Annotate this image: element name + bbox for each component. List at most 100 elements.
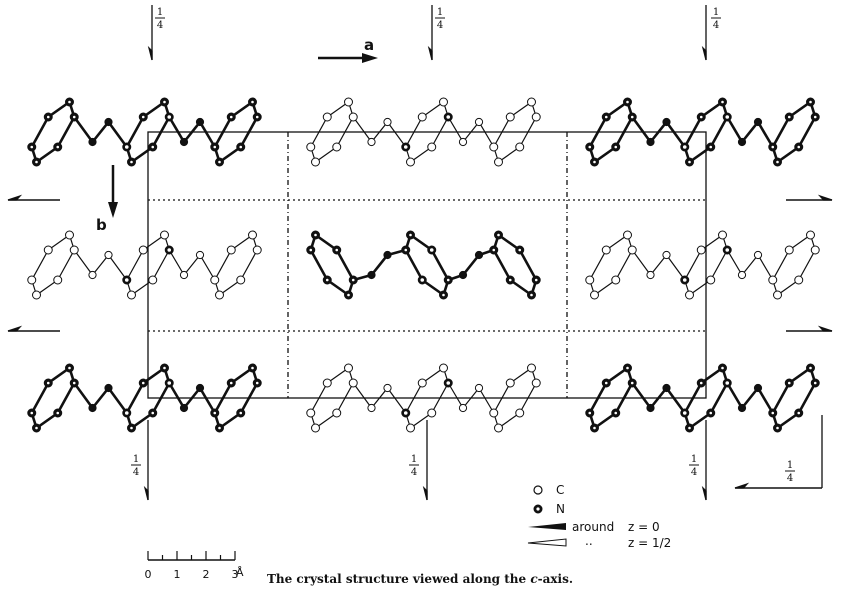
atom-highlight <box>813 248 817 252</box>
atom-highlight <box>721 366 724 370</box>
atom-highlight <box>409 160 412 164</box>
atom-highlight <box>530 100 533 104</box>
atom-highlight <box>163 233 166 237</box>
legend: C N around z = 0 .. z = 1/2 <box>527 483 671 550</box>
atom <box>383 383 392 393</box>
atom-highlight <box>593 426 596 430</box>
atom-highlight <box>229 381 233 385</box>
atom-highlight <box>141 381 145 385</box>
atom-highlight <box>335 411 339 415</box>
arrowhead <box>817 325 833 332</box>
bond-chain <box>73 249 128 281</box>
atom-highlight <box>699 115 703 119</box>
atom <box>662 117 671 127</box>
atom-highlight <box>771 278 775 282</box>
atom-highlight <box>420 278 425 282</box>
axis-a: a <box>318 36 378 63</box>
molecule <box>585 230 820 300</box>
atom-highlight <box>325 381 329 385</box>
fraction-denominator: 4 <box>713 20 719 31</box>
atom-highlight <box>56 278 60 282</box>
atom-highlight <box>626 100 629 104</box>
atom-highlight <box>776 160 779 164</box>
atom <box>737 403 747 413</box>
atom-highlight <box>709 278 713 282</box>
atom-highlight <box>492 411 496 415</box>
atom-highlight <box>626 233 629 237</box>
atom-highlight <box>404 248 408 252</box>
arrowhead <box>143 485 149 501</box>
fraction-denominator: 4 <box>691 467 697 478</box>
atom-highlight <box>630 248 634 252</box>
bond-chain <box>726 116 774 148</box>
atom-highlight <box>725 381 730 385</box>
atom-highlight <box>239 278 243 282</box>
atom-highlight <box>255 381 259 385</box>
ring <box>30 365 76 431</box>
atom-highlight <box>442 100 445 104</box>
arrowhead <box>734 482 750 489</box>
ring <box>214 234 258 296</box>
atom <box>737 137 747 147</box>
atom <box>195 117 205 127</box>
fraction-denominator: 4 <box>787 473 793 484</box>
atom-highlight <box>420 115 424 119</box>
atom-highlight <box>630 115 634 119</box>
atom-highlight <box>124 411 129 415</box>
atom <box>179 270 189 280</box>
atom-highlight <box>35 160 38 164</box>
atom-highlight <box>508 278 512 282</box>
atom-highlight <box>351 381 355 385</box>
atom <box>458 403 468 413</box>
atom-highlight <box>797 145 801 149</box>
atom-highlight <box>229 248 233 252</box>
legend-label: around <box>572 520 614 534</box>
atom-highlight <box>213 145 217 149</box>
arrowhead <box>427 45 433 61</box>
atom-highlight <box>771 411 775 415</box>
atom-highlight <box>347 366 350 370</box>
atom-highlight <box>68 233 71 237</box>
atom-highlight <box>604 248 608 252</box>
scale-bar: 0 1 2 3Å <box>145 551 244 581</box>
atom-highlight <box>809 100 812 104</box>
atom <box>104 117 113 127</box>
molecule <box>27 97 262 167</box>
atom-highlight <box>721 233 724 237</box>
atom-highlight <box>163 366 166 370</box>
atom-highlight <box>218 293 221 297</box>
ring <box>771 99 817 165</box>
atom-highlight <box>699 248 703 252</box>
bond-chain <box>168 249 216 281</box>
atom-highlight <box>68 100 71 104</box>
fraction-numerator: 1 <box>133 454 139 465</box>
cell-outline <box>147 131 707 399</box>
arrowhead <box>817 194 833 201</box>
atom-highlight <box>46 115 50 119</box>
bond-chain <box>168 382 216 414</box>
atom-highlight <box>593 160 596 164</box>
atom-highlight <box>534 115 538 119</box>
atom-highlight <box>604 115 608 119</box>
bond-chain <box>631 249 686 281</box>
caption-text: -axis. <box>538 572 573 586</box>
atom-highlight <box>709 145 713 149</box>
atom <box>195 250 205 260</box>
atom-highlight <box>588 411 592 415</box>
molecule <box>306 97 541 167</box>
atom-highlight <box>255 115 259 119</box>
atom-highlight <box>442 366 445 370</box>
atom-highlight <box>688 160 691 164</box>
atom-highlight <box>351 115 355 119</box>
atom-highlight <box>776 293 779 297</box>
legend-label: .. <box>585 534 593 548</box>
atom-highlight <box>630 381 634 385</box>
atom-highlight <box>518 248 522 252</box>
atom-highlight <box>30 411 34 415</box>
atom <box>367 270 376 280</box>
molecule <box>306 363 541 433</box>
atom <box>367 403 376 413</box>
atom-highlight <box>72 115 76 119</box>
bond-chain <box>726 382 774 414</box>
